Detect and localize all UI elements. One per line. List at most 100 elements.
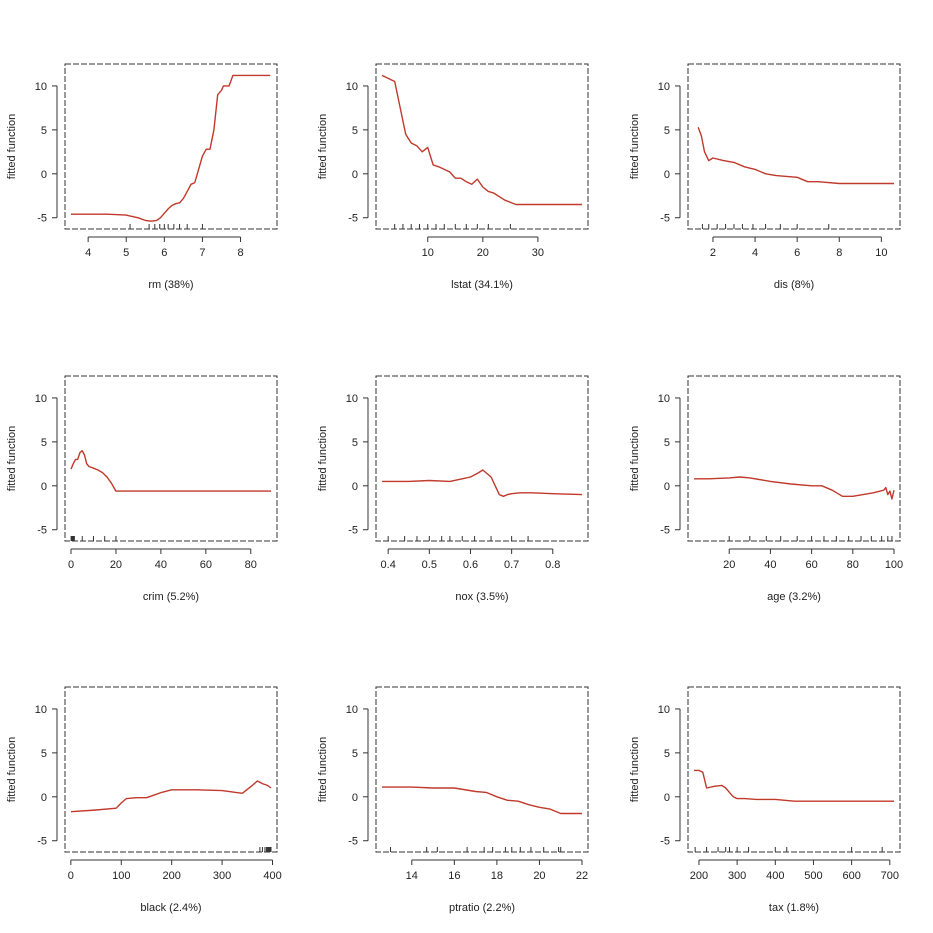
plot-frame	[375, 375, 589, 542]
x-tick-label: 5	[123, 247, 129, 259]
chart-panel-2: 10 20 30 -5 0 5 10 lstat (34.1%) fitted function	[317, 63, 589, 291]
y-tick-label: 10	[346, 81, 358, 93]
x-tick-label: 18	[491, 870, 503, 882]
y-axis-title: fitted function	[6, 737, 18, 802]
y-tick-label: 0	[664, 792, 670, 804]
y-tick-label: 10	[346, 393, 358, 405]
x-tick-label: 400	[766, 870, 784, 882]
y-axis-title: fitted function	[6, 426, 18, 491]
y-tick-label: 10	[35, 393, 47, 405]
chart-panel-7: 0 100 200 300 400 -5 0 5 10 black (2.4%) fitted fu…	[6, 686, 282, 914]
x-tick-label: 40	[764, 559, 776, 571]
y-tick-label: -5	[348, 525, 358, 537]
y-tick-label: 10	[35, 81, 47, 93]
x-tick-label: 6	[794, 247, 800, 259]
x-axis-title: dis (8%)	[774, 279, 814, 291]
plot-frame	[64, 686, 278, 853]
x-tick-label: 100	[112, 870, 130, 882]
x-tick-label: 0.6	[463, 559, 478, 571]
y-tick-label: 0	[352, 792, 358, 804]
x-tick-label: 200	[690, 870, 708, 882]
fitted-function-line	[381, 74, 582, 206]
plot-frame	[375, 686, 589, 853]
y-axis-title: fitted function	[317, 737, 329, 802]
x-tick-label: 30	[532, 247, 544, 259]
x-tick-label: 0.4	[381, 559, 396, 571]
y-tick-label: 5	[41, 748, 47, 760]
y-tick-label: 10	[658, 704, 670, 716]
x-tick-label: 6	[161, 247, 167, 259]
fitted-function-line	[694, 476, 895, 500]
y-axis-title: fitted function	[629, 737, 641, 802]
fitted-function-line	[70, 780, 272, 813]
fitted-function-line	[697, 126, 894, 185]
y-axis-title: fitted function	[629, 426, 641, 491]
y-tick-label: 5	[41, 125, 47, 137]
x-tick-label: 22	[576, 870, 588, 882]
y-tick-label: -5	[348, 836, 358, 848]
fitted-function-line	[382, 469, 583, 497]
x-axis-title: age (3.2%)	[767, 591, 821, 603]
y-tick-label: 0	[352, 169, 358, 181]
x-tick-label: 8	[836, 247, 842, 259]
y-tick-label: 0	[41, 481, 47, 493]
x-axis-title: tax (1.8%)	[769, 902, 819, 914]
fitted-function-line	[694, 769, 894, 802]
y-tick-label: 5	[41, 437, 47, 449]
y-tick-label: 10	[658, 81, 670, 93]
y-tick-label: -5	[348, 213, 358, 225]
chart-panel-5: 0.4 0.5 0.6 0.7 0.8 -5 0 5 10 nox (3.5%) fitted fu…	[317, 375, 589, 603]
y-tick-label: -5	[37, 525, 47, 537]
x-tick-label: 600	[842, 870, 860, 882]
x-axis-title: rm (38%)	[148, 279, 193, 291]
x-tick-label: 14	[406, 870, 418, 882]
y-tick-label: -5	[660, 836, 670, 848]
x-tick-label: 300	[213, 870, 231, 882]
y-tick-label: -5	[660, 213, 670, 225]
x-tick-label: 2	[710, 247, 716, 259]
x-tick-label: 400	[263, 870, 281, 882]
y-tick-label: 10	[35, 704, 47, 716]
x-tick-label: 0.8	[545, 559, 560, 571]
chart-panel-1: 4 5 6 7 8 -5 0 5 10 rm (38%) fitted function	[6, 63, 278, 291]
x-tick-label: 10	[875, 247, 887, 259]
y-tick-label: -5	[37, 213, 47, 225]
y-tick-label: 5	[352, 437, 358, 449]
x-tick-label: 20	[533, 870, 545, 882]
x-tick-label: 700	[881, 870, 899, 882]
plot-frame	[687, 63, 901, 230]
x-tick-label: 4	[752, 247, 758, 259]
x-tick-label: 0	[68, 870, 74, 882]
y-tick-label: 0	[41, 792, 47, 804]
x-tick-label: 20	[723, 559, 735, 571]
y-tick-label: 5	[664, 748, 670, 760]
x-tick-label: 4	[85, 247, 91, 259]
y-tick-label: 0	[664, 169, 670, 181]
x-tick-label: 0.5	[422, 559, 437, 571]
y-tick-label: 5	[664, 437, 670, 449]
x-tick-label: 200	[163, 870, 181, 882]
x-tick-label: 80	[245, 559, 257, 571]
x-tick-label: 60	[200, 559, 212, 571]
y-axis-title: fitted function	[6, 114, 18, 179]
chart-panel-9: 200 300 400 500 600 700 -5 0 5 10 tax (1.8%) fitted…	[629, 686, 901, 914]
x-tick-label: 0.7	[504, 559, 519, 571]
y-tick-label: 5	[664, 125, 670, 137]
y-tick-label: 5	[352, 125, 358, 137]
y-tick-label: 0	[664, 481, 670, 493]
y-axis-title: fitted function	[317, 426, 329, 491]
chart-panel-8: 14 16 18 20 22 -5 0 5 10 ptratio (2.2%) fitted fun…	[317, 686, 589, 914]
x-axis-title: nox (3.5%)	[455, 591, 508, 603]
x-tick-label: 60	[805, 559, 817, 571]
plot-frame	[687, 375, 901, 542]
x-tick-label: 16	[448, 870, 460, 882]
x-tick-label: 300	[728, 870, 746, 882]
y-tick-label: 10	[346, 704, 358, 716]
plot-frame	[64, 63, 278, 230]
x-axis-title: ptratio (2.2%)	[449, 902, 515, 914]
y-tick-label: 10	[658, 393, 670, 405]
x-axis-title: lstat (34.1%)	[451, 279, 513, 291]
plot-frame	[687, 686, 901, 853]
y-tick-label: 5	[352, 748, 358, 760]
